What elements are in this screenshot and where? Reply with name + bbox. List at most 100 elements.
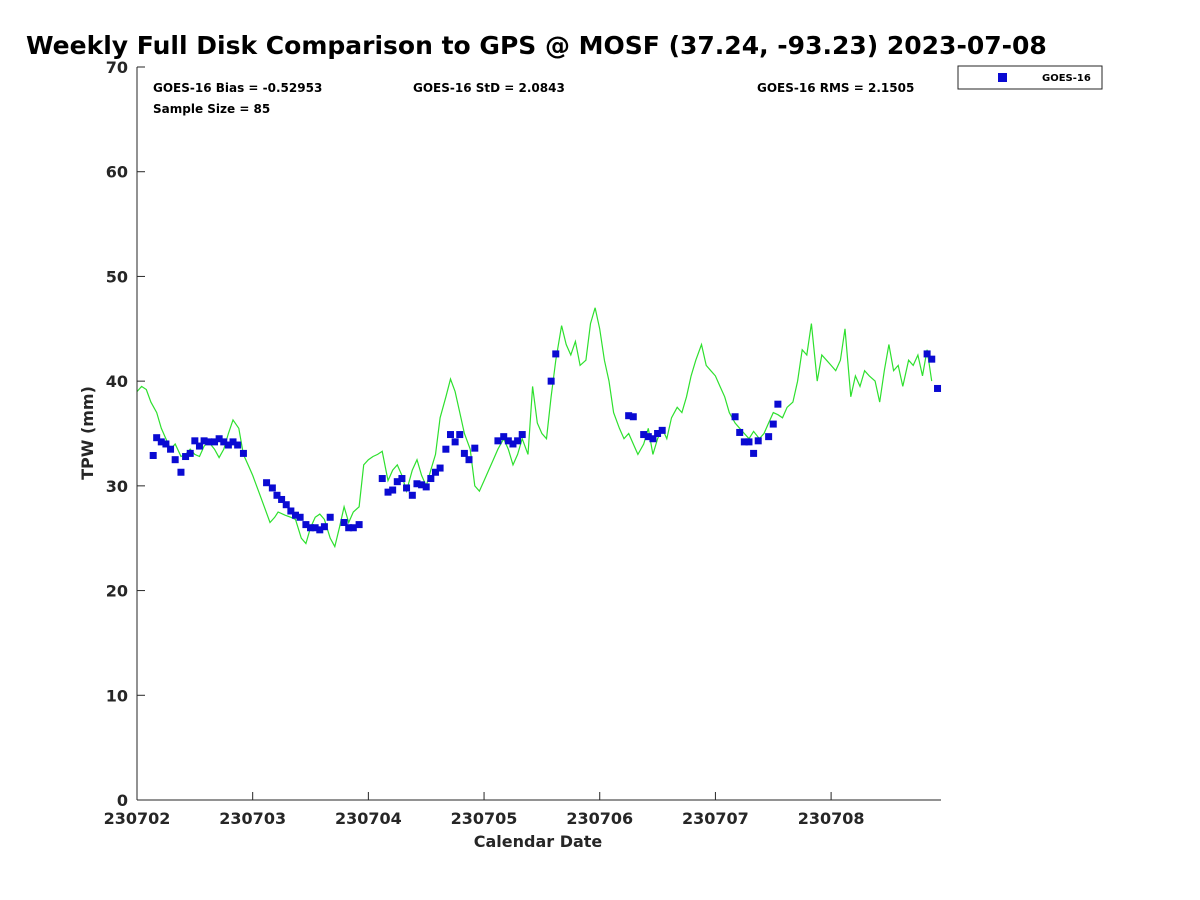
x-tick-label: 230704 <box>335 809 402 828</box>
goes-point <box>644 433 652 441</box>
goes-point <box>923 350 931 358</box>
goes-point <box>769 420 777 428</box>
goes-point <box>291 511 299 519</box>
x-tick-label: 230708 <box>798 809 865 828</box>
goes-point <box>625 412 633 420</box>
goes-point <box>427 475 435 483</box>
goes-point <box>316 526 324 534</box>
goes-point <box>278 495 286 503</box>
goes-point <box>320 523 328 531</box>
legend: GOES-16 <box>957 65 1103 90</box>
goes-point <box>296 513 304 521</box>
goes-point <box>640 431 648 439</box>
goes-point <box>287 507 295 515</box>
goes-point <box>418 481 426 489</box>
x-tick-label: 230703 <box>219 809 286 828</box>
x-axis-label: Calendar Date <box>474 832 603 851</box>
goes-point <box>654 430 662 437</box>
legend-marker-goes-16 <box>998 73 1007 82</box>
goes-point <box>504 437 512 445</box>
goes-point <box>736 428 744 436</box>
y-tick-label: 40 <box>106 372 128 391</box>
goes-point <box>211 438 219 446</box>
goes-point <box>447 431 455 439</box>
y-tick-label: 50 <box>106 267 128 286</box>
goes-point <box>157 438 165 446</box>
goes-point <box>731 413 739 421</box>
goes-point <box>215 435 223 443</box>
goes-point <box>740 438 748 446</box>
y-tick-label: 60 <box>106 163 128 182</box>
goes-point <box>649 435 657 443</box>
goes-point <box>282 501 290 509</box>
goes-point <box>431 468 439 476</box>
goes-point <box>205 438 213 446</box>
goes-series <box>149 350 942 534</box>
y-tick-label: 70 <box>106 58 128 77</box>
bias-annotation: GOES-16 Bias = -0.52953 <box>153 81 322 95</box>
legend-box <box>957 65 1103 90</box>
goes-point <box>349 524 357 532</box>
goes-point <box>268 484 276 492</box>
goes-point <box>326 513 334 521</box>
goes-point <box>239 449 247 457</box>
goes-point <box>408 491 416 499</box>
x-tick-label: 230707 <box>682 809 749 828</box>
goes-point <box>500 433 508 441</box>
goes-point <box>471 444 479 452</box>
chart-title: Weekly Full Disk Comparison to GPS @ MOS… <box>26 31 1047 60</box>
goes-point <box>456 431 464 439</box>
axes: 0 10 20 30 40 50 60 70 230702 230703 230704 230705… <box>104 58 941 828</box>
goes-point <box>518 431 526 439</box>
goes-point <box>186 449 194 457</box>
goes-point <box>451 438 459 446</box>
goes-point <box>494 437 502 445</box>
plot-area <box>136 307 942 549</box>
goes-point <box>340 519 348 527</box>
y-tick-label: 20 <box>106 582 128 601</box>
goes-point <box>765 433 773 441</box>
goes-point <box>224 441 232 449</box>
goes-point <box>754 437 762 445</box>
goes-point <box>514 437 522 445</box>
goes-point <box>177 468 185 476</box>
goes-point <box>436 464 444 472</box>
goes-point <box>460 449 468 457</box>
x-tick-label: 230705 <box>451 809 518 828</box>
goes-point <box>393 478 401 486</box>
goes-point <box>195 442 203 450</box>
goes-point <box>552 350 560 358</box>
goes-point <box>745 438 753 446</box>
x-axis-ticks: 230702 230703 230704 230705 230706 230707 2307… <box>104 792 865 828</box>
goes-point <box>229 438 237 446</box>
gps-line <box>136 307 933 549</box>
goes-point <box>928 355 936 363</box>
goes-point <box>384 488 392 496</box>
rms-annotation: GOES-16 RMS = 2.1505 <box>757 81 914 95</box>
goes-point <box>167 445 175 453</box>
goes-point <box>153 434 161 442</box>
std-annotation: GOES-16 StD = 2.0843 <box>413 81 565 95</box>
y-axis-label: TPW (mm) <box>78 386 97 480</box>
goes-point <box>413 480 421 488</box>
goes-point <box>302 521 310 529</box>
goes-point <box>171 456 179 464</box>
goes-point <box>442 445 450 453</box>
sample-size-annotation: Sample Size = 85 <box>153 102 270 116</box>
goes-point <box>234 441 242 449</box>
goes-point <box>220 438 228 446</box>
goes-point <box>162 440 170 448</box>
goes-point <box>191 437 199 445</box>
goes-point <box>465 456 473 464</box>
goes-point <box>547 377 555 385</box>
goes-point <box>307 524 315 532</box>
goes-point <box>389 486 397 494</box>
goes-point <box>355 521 363 529</box>
stats-annotations: GOES-16 Bias = -0.52953 GOES-16 StD = 2.… <box>153 81 914 116</box>
goes-point <box>629 413 637 421</box>
goes-point <box>403 484 411 492</box>
goes-point <box>934 384 942 392</box>
goes-point <box>200 437 208 445</box>
x-tick-label: 230702 <box>104 809 171 828</box>
